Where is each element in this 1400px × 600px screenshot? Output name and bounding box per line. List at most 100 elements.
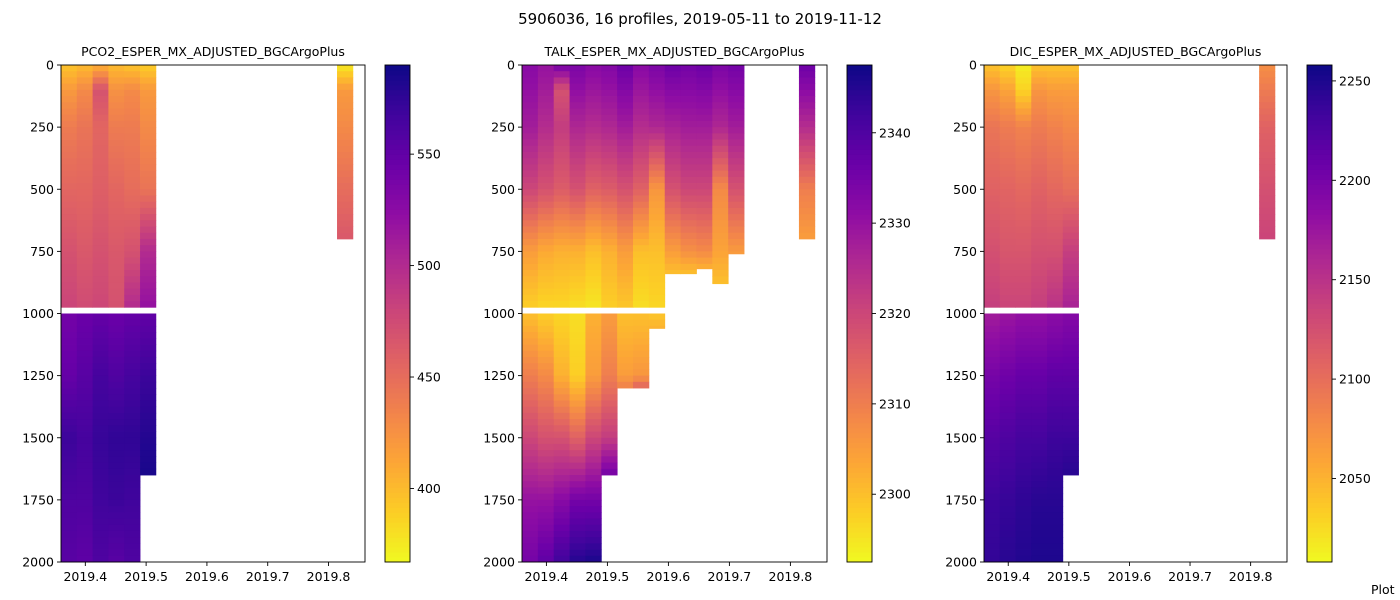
colorbar-segment	[1307, 224, 1332, 230]
x-tick-label: 2019.7	[246, 569, 290, 584]
heatmap-cell	[537, 363, 555, 370]
heatmap-cell	[76, 226, 94, 234]
heatmap-cell	[61, 549, 78, 557]
heatmap-cell	[1047, 139, 1064, 147]
heatmap-cell	[569, 232, 586, 240]
heatmap-cell	[1062, 450, 1079, 457]
heatmap-cell	[108, 481, 125, 488]
heatmap-cell	[76, 96, 94, 103]
heatmap-cell	[569, 363, 586, 370]
heatmap-cell	[680, 65, 697, 72]
colorbar-segment	[385, 402, 410, 409]
heatmap-cell	[61, 425, 78, 432]
heatmap-cell	[108, 257, 125, 265]
heatmap-cell	[537, 437, 555, 445]
heatmap-cell	[140, 158, 157, 165]
colorbar-segment	[1307, 258, 1332, 265]
heatmap-cell	[728, 120, 745, 128]
heatmap-cell	[984, 512, 1001, 519]
heatmap-cell	[76, 251, 94, 258]
colorbar-segment	[1307, 338, 1332, 344]
heatmap-cell	[798, 127, 816, 134]
heatmap-cell	[553, 456, 570, 463]
heatmap-cell	[569, 139, 586, 147]
heatmap-cell	[522, 325, 539, 333]
heatmap-cell	[61, 412, 78, 420]
colorbar-segment	[847, 293, 872, 300]
colorbar-segment	[1307, 472, 1332, 479]
heatmap-cell	[999, 475, 1016, 482]
profile-column	[1062, 65, 1079, 476]
heatmap-cell	[984, 356, 1001, 364]
heatmap-cell	[999, 412, 1016, 420]
colorbar-segment	[385, 363, 410, 369]
heatmap-cell	[728, 232, 745, 240]
heatmap-cell	[569, 481, 586, 488]
heatmap-cell	[1259, 207, 1276, 215]
heatmap-cell	[92, 313, 109, 321]
heatmap-cell	[537, 270, 555, 277]
heatmap-cell	[1047, 499, 1064, 507]
heatmap-cell	[585, 77, 602, 85]
heatmap-cell	[585, 214, 602, 221]
colorbar-segment	[385, 502, 410, 508]
heatmap-cell	[585, 381, 602, 389]
colorbar-segment	[385, 179, 410, 185]
heatmap-cell	[1015, 481, 1032, 488]
heatmap-cell	[522, 139, 539, 147]
colorbar-segment	[385, 154, 410, 160]
heatmap-cell	[569, 164, 586, 172]
colorbar-segment	[847, 432, 872, 439]
heatmap-cell	[984, 325, 1001, 333]
heatmap-cell	[999, 363, 1016, 370]
heatmap-cell	[124, 214, 141, 221]
heatmap-cell	[798, 170, 816, 178]
colorbar-segment	[1307, 492, 1332, 498]
profile-column	[984, 65, 1001, 563]
heatmap-cell	[1062, 338, 1079, 345]
heatmap-cell	[569, 214, 586, 221]
heatmap-cell	[61, 151, 78, 159]
heatmap-cell	[680, 96, 697, 103]
heatmap-cell	[633, 164, 650, 172]
heatmap-cell	[664, 151, 681, 159]
heatmap-cell	[712, 220, 729, 227]
heatmap-cell	[712, 139, 729, 147]
heatmap-cell	[337, 102, 354, 109]
heatmap-cell	[76, 263, 94, 271]
heatmap-cell	[1031, 406, 1048, 414]
colorbar-segment	[385, 422, 410, 429]
heatmap-cell	[585, 350, 602, 358]
heatmap-cell	[712, 214, 729, 221]
heatmap-cell	[553, 400, 570, 408]
heatmap-cell	[553, 127, 570, 134]
heatmap-cell	[1062, 251, 1079, 258]
heatmap-cell	[108, 332, 125, 339]
heatmap-cell	[92, 108, 109, 116]
heatmap-cell	[522, 487, 539, 495]
heatmap-cell	[648, 270, 666, 277]
heatmap-cell	[680, 139, 697, 147]
heatmap-cell	[61, 114, 78, 122]
colorbar-segment	[385, 467, 410, 474]
heatmap-cell	[569, 270, 586, 277]
heatmap-cell	[140, 65, 157, 72]
heatmap-cell	[633, 226, 650, 234]
heatmap-cell	[61, 487, 78, 495]
colorbar-segment	[1307, 303, 1332, 310]
colorbar-segment	[847, 542, 872, 548]
heatmap-cell	[601, 468, 618, 476]
heatmap-cell	[680, 102, 697, 109]
heatmap-cell	[1047, 381, 1064, 389]
heatmap-cell	[522, 437, 539, 445]
heatmap-cell	[585, 96, 602, 103]
colorbar-segment	[1307, 184, 1332, 190]
heatmap-cell	[633, 96, 650, 103]
heatmap-cell	[601, 183, 618, 190]
profile-column	[664, 65, 681, 275]
heatmap-cell	[76, 406, 94, 414]
heatmap-cell	[601, 77, 618, 85]
heatmap-cell	[76, 201, 94, 209]
heatmap-cell	[76, 238, 94, 246]
colorbar-segment	[1307, 383, 1332, 389]
